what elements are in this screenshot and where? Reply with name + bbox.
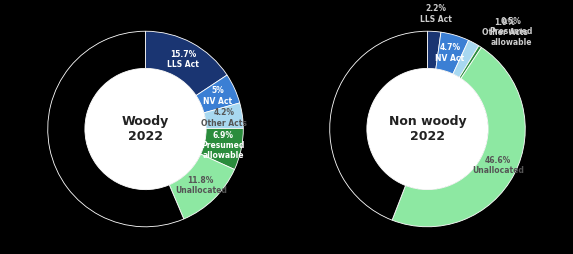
Circle shape: [85, 68, 206, 190]
Wedge shape: [329, 31, 427, 220]
Text: 4.2%
Other Acts: 4.2% Other Acts: [201, 108, 247, 128]
Wedge shape: [201, 128, 244, 169]
Text: 4.7%
NV Act: 4.7% NV Act: [435, 43, 464, 63]
Text: 6.9%
Presumed
allowable: 6.9% Presumed allowable: [201, 131, 245, 161]
Wedge shape: [460, 46, 481, 78]
Wedge shape: [169, 154, 234, 219]
Wedge shape: [48, 31, 184, 227]
Wedge shape: [436, 32, 469, 74]
Text: 46.6%
Unallocated: 46.6% Unallocated: [472, 156, 524, 175]
Text: 0.5%
Presumed
allowable: 0.5% Presumed allowable: [489, 17, 533, 47]
Wedge shape: [427, 31, 441, 69]
Wedge shape: [453, 40, 479, 77]
Text: 5%
NV Act: 5% NV Act: [203, 86, 232, 106]
Wedge shape: [204, 103, 244, 129]
Text: Non woody
2022: Non woody 2022: [388, 115, 466, 143]
Text: 1.9%
Other Acts: 1.9% Other Acts: [482, 18, 528, 37]
Wedge shape: [146, 31, 227, 96]
Text: 2.2%
LLS Act: 2.2% LLS Act: [419, 4, 452, 24]
Text: 11.8%
Unallocated: 11.8% Unallocated: [175, 176, 227, 195]
Text: 15.7%
LLS Act: 15.7% LLS Act: [167, 50, 199, 69]
Wedge shape: [392, 47, 525, 227]
Text: Woody
2022: Woody 2022: [122, 115, 169, 143]
Wedge shape: [196, 75, 240, 113]
Circle shape: [367, 68, 488, 190]
